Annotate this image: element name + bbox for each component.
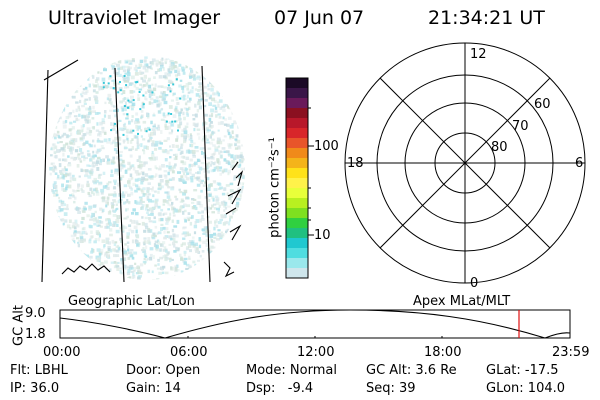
x-tick-1200: 12:00 [297,345,335,360]
meridian-line [41,69,49,283]
geo-latlon-label: Geographic Lat/Lon [68,294,195,309]
info-gain: Gain: 14 [126,381,181,396]
y-tick-9: 9.0 [25,306,46,321]
colorbar-segment [286,158,308,169]
colorbar-segment [286,128,308,139]
info-glon: GLon: 104.0 [486,381,566,396]
colorbar-segment [286,88,308,99]
x-tick-0600: 06:00 [170,345,208,360]
info-mode: Mode: Normal [246,363,337,378]
x-tick-2359: 23:59 [552,345,590,360]
colorbar-segment [286,238,308,249]
colorbar-segment [286,198,308,209]
polar-lat-80: 80 [491,140,508,155]
colorbar-segment [286,78,308,89]
time-label: 21:34:21 UT [428,7,545,29]
horizon-line [43,59,79,81]
x-tick-1800: 18:00 [424,345,462,360]
polar-label-6: 6 [575,156,584,171]
polar-label-0: 0 [470,276,479,291]
colorbar-segment [286,218,308,229]
apex-label: Apex MLat/MLT [413,294,511,309]
colorbar [285,77,309,279]
colorbar-segment [286,208,308,219]
colorbar-segment [286,148,308,159]
date-label: 07 Jun 07 [274,7,365,29]
info-flt: Flt: LBHL [10,363,68,378]
polar-lat-60: 60 [534,97,551,112]
polar-lat-70: 70 [512,119,529,134]
info-seq: Seq: 39 [366,381,416,396]
info-gc-alt: GC Alt: 3.6 Re [366,363,457,378]
colorbar-segment [286,138,308,149]
colorbar-segment [286,118,308,129]
instrument-title: Ultraviolet Imager [48,7,221,29]
colorbar-segment [286,228,308,239]
meridian-line [114,67,125,283]
colorbar-segment [286,248,308,259]
info-door: Door: Open [126,363,201,378]
colorbar-segment [286,98,308,109]
info-glat: GLat: -17.5 [486,363,559,378]
x-tick-0000: 00:00 [43,345,81,360]
colorbar-segment [286,268,308,279]
polar-label-18: 18 [347,156,364,171]
colorbar-ticks [308,107,314,236]
colorbar-segment [286,188,308,199]
altitude-curve [59,309,571,339]
colorbar-tick-100: 100 [314,139,339,154]
polar-label-12: 12 [470,47,487,62]
info-dsp: Dsp: -9.4 [246,381,314,396]
y-tick-1.8: 1.8 [25,327,46,342]
colorbar-segment [286,178,308,189]
colorbar-segment [286,168,308,179]
colorbar-segment [286,258,308,269]
colorbar-tick-10: 10 [314,228,331,243]
colorbar-segment [286,108,308,119]
info-ip: IP: 36.0 [10,381,60,396]
meridian-line [201,65,211,283]
